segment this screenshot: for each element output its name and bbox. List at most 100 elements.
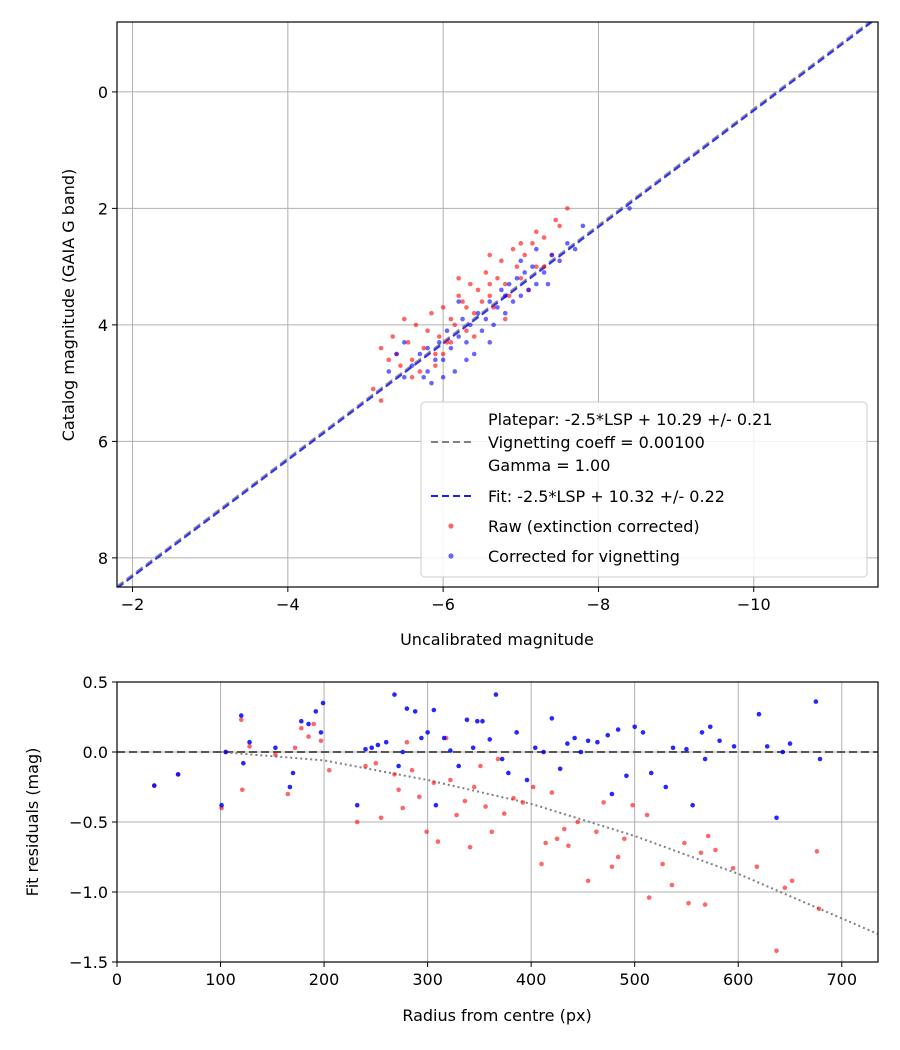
corrected-point xyxy=(549,252,555,258)
corrected-point xyxy=(464,357,469,363)
corrected-point xyxy=(456,334,461,339)
corrected-point xyxy=(530,264,535,269)
corrected-point xyxy=(522,270,527,275)
legend-corrected-label: Corrected for vignetting xyxy=(488,547,680,566)
legend-platepar-line2: Vignetting coeff = 0.00100 xyxy=(488,433,705,452)
y-tick-label: 8 xyxy=(98,549,108,568)
corrected-point xyxy=(375,742,381,748)
scatter-points xyxy=(370,206,632,403)
corrected-point xyxy=(433,357,438,363)
corrected-point xyxy=(287,784,293,790)
raw-point xyxy=(464,305,469,310)
y-axis-label: Catalog magnitude (GAIA G band) xyxy=(59,169,78,441)
raw-point xyxy=(644,812,650,818)
raw-point xyxy=(565,206,570,211)
raw-point xyxy=(239,787,245,793)
x-tick-label: 0 xyxy=(112,970,122,989)
raw-point xyxy=(705,833,711,839)
raw-point xyxy=(238,717,244,723)
x-tick-label: 300 xyxy=(412,970,443,989)
corrected-point xyxy=(624,773,629,779)
raw-point xyxy=(292,745,298,751)
corrected-point xyxy=(534,246,539,252)
raw-point xyxy=(499,258,504,264)
raw-point xyxy=(520,800,526,805)
raw-point xyxy=(378,398,384,403)
raw-point xyxy=(713,847,718,853)
corrected-point xyxy=(541,270,547,275)
corrected-point xyxy=(392,692,397,697)
corrected-point xyxy=(460,316,465,322)
raw-point xyxy=(534,229,539,234)
corrected-point xyxy=(440,375,446,380)
platepar-line xyxy=(117,22,872,587)
raw-point xyxy=(456,293,461,299)
corrected-point xyxy=(475,310,481,316)
legend-raw-label: Raw (extinction corrected) xyxy=(488,517,700,536)
raw-point xyxy=(539,861,544,867)
corrected-point xyxy=(363,746,368,752)
raw-point xyxy=(549,790,555,795)
corrected-point xyxy=(526,287,531,293)
fit-lines xyxy=(117,22,874,587)
raw-point xyxy=(541,235,547,240)
corrected-point xyxy=(479,328,485,334)
corrected-point xyxy=(400,749,406,755)
corrected-point xyxy=(412,709,418,714)
raw-point xyxy=(386,357,392,363)
raw-point xyxy=(518,241,524,246)
raw-point xyxy=(448,316,454,322)
raw-point xyxy=(363,763,368,769)
raw-point xyxy=(378,815,384,821)
x-ticks: −2 −4 −6 −8 −10 xyxy=(121,587,771,614)
lines-group xyxy=(117,22,874,587)
raw-point xyxy=(424,829,429,835)
legend-corrected-marker xyxy=(448,553,454,559)
corrected-point xyxy=(684,746,689,752)
corrected-point xyxy=(306,721,311,727)
raw-point xyxy=(698,850,704,856)
corrected-point xyxy=(780,749,786,755)
raw-point xyxy=(566,843,571,849)
corrected-point xyxy=(557,766,563,772)
corrected-point xyxy=(448,748,453,753)
raw-point xyxy=(392,772,397,777)
raw-point xyxy=(409,375,415,380)
legend-box xyxy=(420,401,868,578)
raw-point xyxy=(557,223,562,229)
raw-point xyxy=(789,878,795,884)
corrected-point xyxy=(499,756,505,762)
raw-point xyxy=(541,264,547,269)
raw-point xyxy=(454,812,459,818)
scatter-points xyxy=(151,692,823,954)
corrected-point xyxy=(440,357,446,363)
raw-point xyxy=(501,811,507,816)
residuals-plot: 0 100 200 300 400 500 600 700 0.5 0.0 −0.5 −1.0 −1.… xyxy=(23,673,879,1025)
raw-point xyxy=(396,787,401,793)
corrected-point xyxy=(419,735,424,741)
corrected-point xyxy=(396,763,401,769)
corrected-point xyxy=(464,340,469,345)
corrected-point xyxy=(532,745,538,751)
raw-point xyxy=(730,865,736,871)
raw-point xyxy=(702,902,708,907)
corrected-point xyxy=(506,770,511,776)
corrected-point xyxy=(429,380,434,386)
corrected-point xyxy=(298,718,304,724)
corrected-point xyxy=(448,345,454,351)
magnitude-calibration-plot: −2 −4 −6 −8 −10 0 2 4 6 8 Uncalibrated magnitude… xyxy=(59,21,879,649)
corrected-point xyxy=(717,738,722,744)
x-tick-label: −8 xyxy=(587,595,611,614)
corrected-point xyxy=(320,700,326,706)
raw-point xyxy=(609,864,615,870)
raw-point xyxy=(405,340,411,345)
corrected-point xyxy=(354,802,360,808)
raw-point xyxy=(444,340,450,345)
raw-point xyxy=(495,275,500,281)
raw-point xyxy=(483,804,488,809)
corrected-point xyxy=(702,756,708,762)
raw-point xyxy=(487,281,493,287)
corrected-point xyxy=(572,735,577,741)
raw-point xyxy=(475,287,481,293)
raw-point xyxy=(370,386,376,392)
